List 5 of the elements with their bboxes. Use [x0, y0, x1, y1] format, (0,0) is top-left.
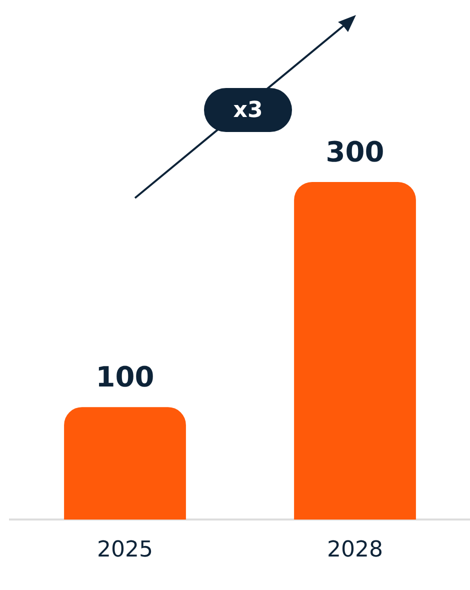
data-label: 300	[326, 135, 384, 168]
x-tick-label: 2028	[327, 538, 383, 563]
text: x3	[204, 88, 292, 132]
data-label: 100	[96, 360, 154, 394]
x-tick-label: 2025	[97, 538, 153, 563]
